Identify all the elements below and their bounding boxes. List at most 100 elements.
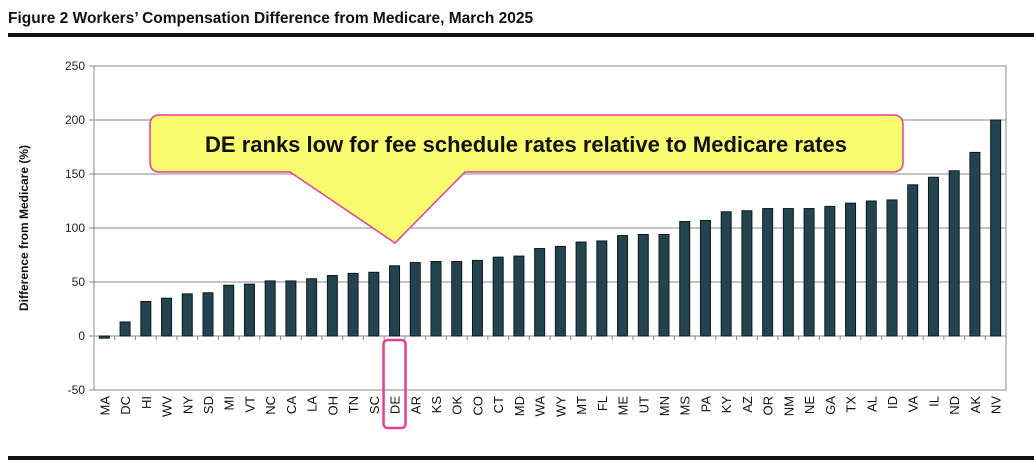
y-tick-label: 150 xyxy=(65,167,85,181)
x-tick-label: VA xyxy=(906,396,921,413)
x-tick-label: NE xyxy=(802,396,817,414)
x-tick-label: MN xyxy=(657,396,672,416)
y-tick-label: 0 xyxy=(78,329,85,343)
bar-tx xyxy=(845,202,857,337)
bar-co xyxy=(471,259,483,337)
bar-ar xyxy=(409,262,421,337)
bar-md xyxy=(513,255,525,337)
bar-ky xyxy=(720,211,732,337)
x-tick-label: MS xyxy=(678,396,693,416)
x-tick-label: GA xyxy=(823,396,838,415)
bar-ga xyxy=(824,205,836,337)
bar-de xyxy=(389,265,401,337)
y-tick-label: -50 xyxy=(68,383,86,397)
bar-hi xyxy=(140,300,152,337)
bar-nm xyxy=(782,208,794,337)
x-tick-label: LA xyxy=(305,396,320,412)
top-rule xyxy=(8,33,1034,37)
bar-wv xyxy=(161,297,173,337)
figure-title: Figure 2 Workers’ Compensation Differenc… xyxy=(8,10,534,27)
x-tick-label: WV xyxy=(160,396,175,417)
y-axis-label: Difference from Medicare (%) xyxy=(17,145,31,311)
callout-text: DE ranks low for fee schedule rates rela… xyxy=(205,132,847,157)
bar-la xyxy=(306,278,318,337)
bar-ne xyxy=(803,208,815,337)
bar-ca xyxy=(285,280,297,337)
x-tick-label: SD xyxy=(201,396,216,414)
x-tick-label: KS xyxy=(429,396,444,414)
y-tick-label: 100 xyxy=(65,221,85,235)
bar-mt xyxy=(575,241,587,337)
x-tick-label: WA xyxy=(533,396,548,417)
bar-nc xyxy=(264,280,276,337)
bar-ny xyxy=(181,293,193,337)
x-tick-label: AZ xyxy=(740,396,755,413)
bar-ms xyxy=(679,221,691,337)
x-tick-label: NM xyxy=(781,396,796,416)
x-tick-label: FL xyxy=(595,396,610,411)
bar-mi xyxy=(223,284,235,337)
x-tick-label: CO xyxy=(470,396,485,416)
bar-vt xyxy=(243,283,255,337)
bar-dc xyxy=(119,321,131,337)
bar-mn xyxy=(658,233,670,337)
x-tick-label: PA xyxy=(698,396,713,413)
x-tick-label: UT xyxy=(636,396,651,413)
x-tick-label: TX xyxy=(844,396,859,413)
plot-area xyxy=(93,65,1007,391)
x-tick-label: AR xyxy=(408,396,423,414)
bar-tn xyxy=(347,272,359,337)
x-tick-label: HI xyxy=(139,396,154,409)
x-tick-label: VT xyxy=(242,396,257,413)
bar-me xyxy=(617,235,629,337)
y-tick-label: 50 xyxy=(72,275,86,289)
bar-oh xyxy=(326,275,338,337)
x-tick-label: CA xyxy=(284,396,299,414)
x-tick-label: NC xyxy=(263,396,278,415)
x-tick-label: ND xyxy=(947,396,962,415)
highlight-box xyxy=(382,338,407,430)
bar-id xyxy=(886,199,898,337)
bar-va xyxy=(907,184,919,337)
x-tick-label: MD xyxy=(512,396,527,416)
x-tick-label: MA xyxy=(97,396,112,416)
x-tick-label: NV xyxy=(989,396,1004,414)
bar-ma xyxy=(98,335,110,339)
x-tick-label: DC xyxy=(118,396,133,415)
x-tick-label: OH xyxy=(325,396,340,416)
x-tick-label: NY xyxy=(180,396,195,414)
y-tick-label: 200 xyxy=(65,113,85,127)
x-tick-label: AK xyxy=(968,396,983,414)
bar-il xyxy=(927,176,939,337)
x-tick-label: TN xyxy=(346,396,361,413)
x-tick-label: ME xyxy=(616,396,631,416)
x-tick-label: AL xyxy=(864,396,879,412)
bar-or xyxy=(762,208,774,337)
x-tick-label: KY xyxy=(719,396,734,414)
x-tick-label: OK xyxy=(450,396,465,415)
x-tick-label: DE xyxy=(388,396,403,414)
x-tick-label: WY xyxy=(553,396,568,417)
bar-ak xyxy=(969,151,981,337)
bar-ks xyxy=(430,260,442,337)
bar-al xyxy=(865,200,877,337)
bar-sc xyxy=(368,271,380,337)
x-tick-label: IL xyxy=(926,396,941,407)
x-tick-label: ID xyxy=(885,396,900,409)
x-tick-label: CT xyxy=(491,396,506,413)
bar-ok xyxy=(451,260,463,337)
bar-nv xyxy=(990,119,1002,337)
bar-wa xyxy=(534,248,546,337)
x-tick-label: MI xyxy=(222,396,237,410)
bar-sd xyxy=(202,292,214,337)
x-tick-label: SC xyxy=(367,396,382,414)
callout-bubble xyxy=(149,114,904,244)
bottom-rule xyxy=(8,456,1034,460)
bar-nd xyxy=(948,170,960,337)
y-tick-label: 250 xyxy=(65,59,85,73)
bar-ut xyxy=(637,233,649,337)
x-tick-label: MT xyxy=(574,396,589,415)
bar-ct xyxy=(492,256,504,337)
